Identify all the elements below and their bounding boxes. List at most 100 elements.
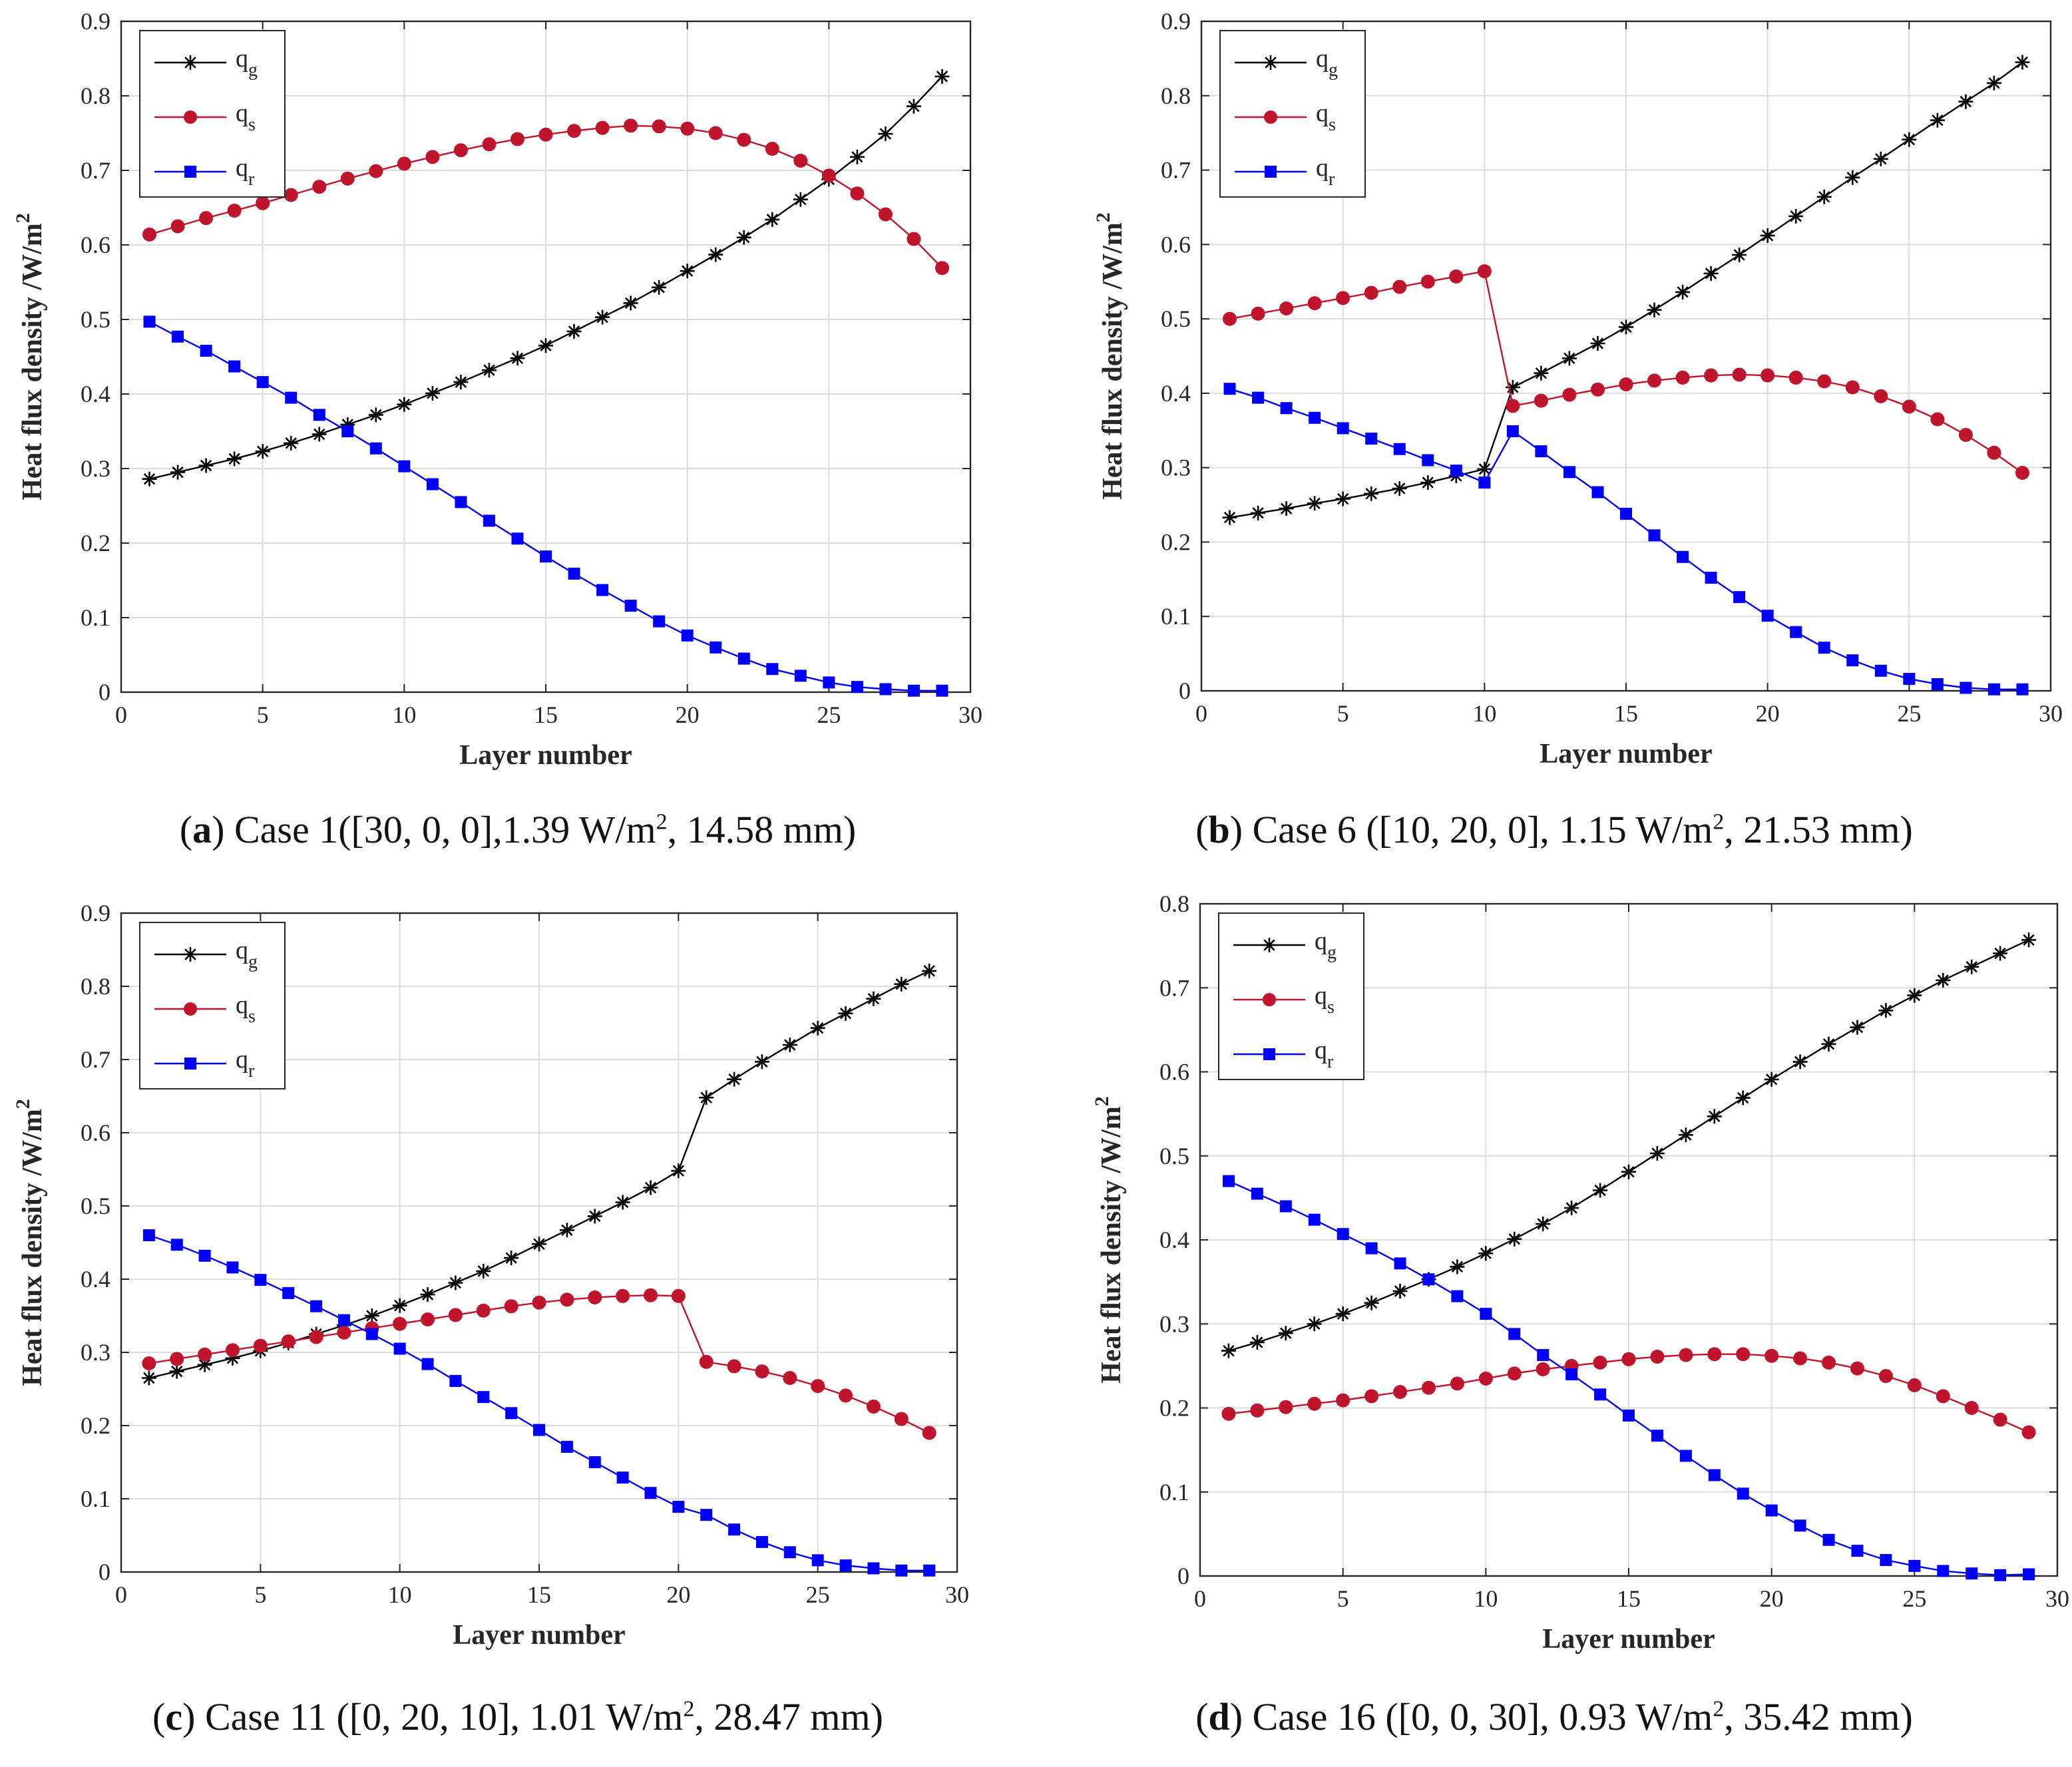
- data-point: [1960, 682, 1972, 694]
- data-point: [1647, 302, 1662, 317]
- data-point: [1478, 1371, 1493, 1386]
- data-point: [170, 465, 186, 480]
- x-tick-label: 10: [392, 701, 416, 728]
- data-point: [1364, 486, 1379, 501]
- series-qs: [1223, 264, 2029, 480]
- data-point: [453, 143, 468, 158]
- data-point: [680, 264, 695, 279]
- legend-label-subscript: s: [1327, 997, 1335, 1018]
- data-point: [1480, 1308, 1492, 1320]
- data-point: [587, 1209, 602, 1224]
- data-point: [1788, 208, 1804, 224]
- data-point: [1907, 988, 1922, 1003]
- data-point: [623, 295, 638, 311]
- line-chart-c: 0 5 10 15 20 25 30 0 0.1 0.2 0.3 0.4 0.5 0.6 0.7 0.8 0.9…: [12, 900, 969, 1651]
- data-point: [1251, 1187, 1263, 1200]
- x-tick-label: 15: [1614, 700, 1638, 727]
- data-point: [566, 323, 582, 339]
- data-point: [172, 330, 184, 343]
- data-point: [1450, 465, 1462, 477]
- data-point: [849, 149, 865, 164]
- data-point: [256, 196, 270, 210]
- data-point: [1679, 1348, 1693, 1362]
- data-point: [364, 1308, 379, 1323]
- data-point: [922, 963, 937, 978]
- data-point: [1594, 1388, 1607, 1401]
- data-point: [1364, 286, 1378, 300]
- y-tick-label: 0.1: [1159, 1479, 1189, 1505]
- line-chart-d: 0 5 10 15 20 25 30 0 0.1 0.2 0.3 0.4 0.5 0.6 0.7 0.8 Lay…: [1091, 890, 2069, 1655]
- legend-label-subscript: r: [1327, 1052, 1334, 1072]
- legend-box: [139, 30, 286, 198]
- x-tick-label: 20: [666, 1581, 690, 1608]
- data-point: [838, 1006, 853, 1021]
- y-axis-label: Heat flux density /W/m2: [1091, 1096, 1127, 1384]
- data-point: [170, 1239, 183, 1251]
- data-point: [1878, 1369, 1893, 1384]
- data-point: [481, 363, 497, 378]
- data-point: [1794, 1519, 1806, 1532]
- y-tick-label: 0.2: [1159, 1395, 1189, 1422]
- line-chart-b: 0 5 10 15 20 25 30 0 0.1 0.2 0.3 0.4 0.5 0.6 0.7 0.8 0.9…: [1092, 8, 2063, 769]
- data-point: [340, 171, 355, 186]
- axes-frame: [1200, 20, 2052, 692]
- data-point: [559, 1223, 574, 1238]
- data-point: [644, 1487, 657, 1499]
- y-tick-label: 0.5: [81, 306, 110, 333]
- data-point: [337, 1325, 351, 1340]
- data-point: [1966, 1567, 1978, 1580]
- x-tick-label: 15: [527, 1581, 551, 1608]
- y-axis-label-superscript: 2: [12, 1099, 34, 1109]
- line-chart-a: 0 5 10 15 20 25 30 0 0.1 0.2 0.3 0.4 0.5 0.6 0.7 0.8 0.9…: [12, 8, 982, 771]
- caption-tail: , 28.47 mm): [694, 1695, 883, 1738]
- caption-superscript: 2: [1713, 809, 1725, 835]
- data-point: [1621, 1352, 1636, 1366]
- data-point: [2016, 683, 2029, 695]
- data-point: [1764, 1072, 1779, 1087]
- y-tick-label: 0.7: [81, 157, 110, 184]
- legend-marker: [184, 1058, 196, 1070]
- x-tick-label: 20: [1760, 1585, 1784, 1612]
- data-point: [1620, 507, 1632, 520]
- data-point: [397, 156, 411, 171]
- data-point: [680, 121, 695, 136]
- data-point: [449, 1374, 462, 1387]
- data-point: [728, 1523, 741, 1536]
- x-tick-label: 5: [257, 701, 269, 728]
- data-point: [311, 427, 327, 442]
- x-axis-label: Layer number: [1540, 739, 1712, 769]
- data-point: [1993, 946, 2008, 961]
- data-point: [866, 1399, 881, 1414]
- data-point: [1678, 1127, 1693, 1143]
- data-point: [1280, 402, 1293, 415]
- data-point: [1279, 1200, 1292, 1213]
- data-point: [1822, 1533, 1835, 1546]
- series-qs: [1221, 1347, 2036, 1440]
- data-point: [1222, 1175, 1235, 1187]
- data-point: [1534, 393, 1548, 408]
- data-point: [142, 471, 157, 487]
- data-point: [624, 118, 638, 133]
- data-point: [477, 1391, 490, 1404]
- data-point: [392, 1298, 407, 1313]
- legend-box: [139, 922, 286, 1089]
- series-qr: [142, 1229, 936, 1577]
- legend-label-subscript: r: [248, 169, 255, 190]
- x-tick-label: 0: [1194, 1585, 1206, 1612]
- data-point: [737, 132, 751, 147]
- legend-marker: [1264, 110, 1277, 124]
- data-point: [1223, 311, 1237, 326]
- x-tick-label: 25: [817, 701, 841, 728]
- caption-superscript: 2: [683, 1696, 695, 1722]
- x-tick-label: 5: [1337, 1585, 1349, 1612]
- data-point: [595, 120, 610, 135]
- data-point: [783, 1546, 796, 1559]
- legend-marker: [1263, 55, 1278, 70]
- data-point: [708, 126, 723, 140]
- legend-label-subscript: g: [1329, 60, 1338, 81]
- data-point: [141, 1370, 156, 1386]
- data-point: [1422, 454, 1434, 467]
- data-point: [1508, 1328, 1521, 1340]
- data-point: [1958, 427, 1973, 442]
- y-tick-label: 0.8: [1161, 83, 1191, 109]
